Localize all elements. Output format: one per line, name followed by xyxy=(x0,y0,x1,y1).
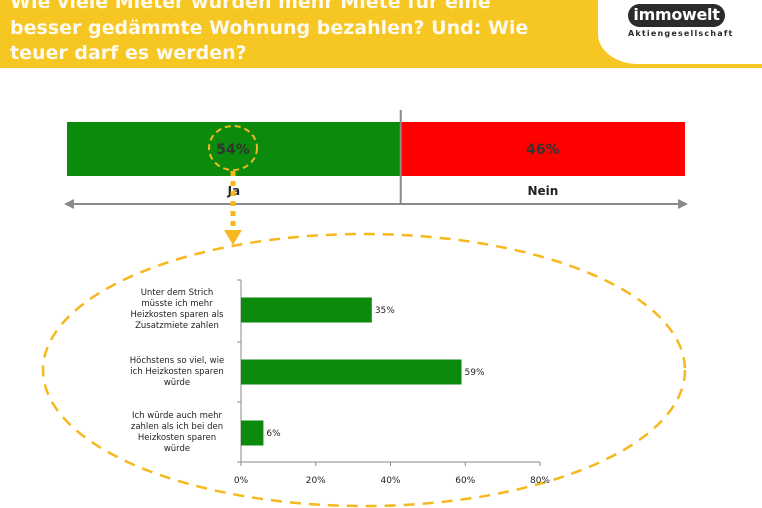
x-tick-label: 60% xyxy=(455,476,475,486)
title-line-3: teuer darf es werden? xyxy=(10,42,247,64)
value-label-ja: 54% xyxy=(216,142,250,158)
x-tick-label: 0% xyxy=(234,476,249,486)
connector-arrowhead xyxy=(224,230,242,245)
category-label: Ich würde auch mehr zahlen als ich bei de… xyxy=(130,411,224,454)
logo-text: immowelt xyxy=(633,5,720,24)
title-line-1: Wie viele Mieter würden mehr Miete für e… xyxy=(10,0,491,13)
highlight-circle xyxy=(208,125,258,171)
bar-value-label: 59% xyxy=(465,368,485,378)
bar-nein xyxy=(400,122,685,176)
bar xyxy=(241,359,462,385)
x-tick-label: 80% xyxy=(530,476,550,486)
x-tick-label: 20% xyxy=(306,476,326,486)
bar xyxy=(241,297,372,323)
category-label-nein: Nein xyxy=(527,184,558,198)
bar-value-label: 6% xyxy=(266,429,281,439)
logo-subtext: Aktiengesellschaft xyxy=(628,29,734,38)
bar-ja xyxy=(67,122,401,176)
bar-value-label: 35% xyxy=(375,306,395,316)
category-label: Unter dem Strich müsste ich mehr Heizkoste… xyxy=(130,288,224,331)
value-label-nein: 46% xyxy=(526,142,560,158)
detail-ellipse xyxy=(41,232,687,508)
span-arrow-right xyxy=(678,199,688,209)
span-arrow-left xyxy=(64,199,74,209)
x-tick-label: 40% xyxy=(380,476,400,486)
immowelt-logo xyxy=(628,4,725,27)
category-label: Höchstens so viel, wie ich Heizkosten spa… xyxy=(129,355,225,388)
bar xyxy=(241,420,264,446)
title-line-2: besser gedämmte Wohnung bezahlen? Und: W… xyxy=(10,17,529,39)
